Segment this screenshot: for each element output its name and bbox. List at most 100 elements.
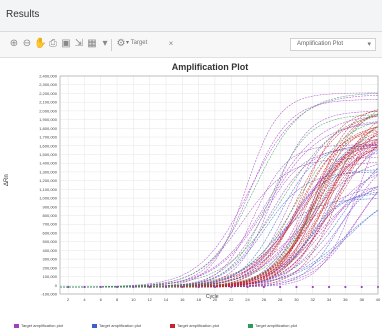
baseline-marker — [230, 285, 233, 289]
target-selector[interactable]: ▾ Target — [126, 40, 148, 46]
amplification-curve — [60, 116, 379, 288]
y-tick-label: 1,400,000 — [39, 161, 58, 166]
save-image-icon[interactable]: ▣ — [61, 38, 71, 49]
amplification-curve — [60, 157, 378, 288]
amplification-curve — [60, 169, 379, 288]
legend-label: Target amplification plot — [177, 323, 220, 328]
baseline-marker — [295, 285, 298, 289]
amplification-curve — [60, 186, 379, 288]
amplification-curve — [60, 145, 379, 288]
baseline-marker — [311, 285, 314, 289]
y-tick-label: 2,300,000 — [39, 82, 58, 87]
legend-item: Target amplification plot — [248, 323, 297, 328]
y-tick-label: 800,000 — [43, 213, 58, 218]
amplification-curve — [60, 149, 379, 288]
grid-settings-icon[interactable]: ▦ — [87, 38, 97, 49]
baseline-marker — [99, 285, 102, 289]
y-tick-label: 400,000 — [43, 248, 58, 253]
plot-grid — [60, 75, 379, 295]
plot-frame — [59, 75, 379, 295]
legend-item: Target amplification plot — [92, 323, 141, 328]
x-tick-label: 26 — [262, 297, 267, 302]
amplification-curve — [60, 114, 379, 288]
y-tick-label: 2,400,000 — [39, 74, 58, 79]
amplification-curve — [59, 115, 379, 288]
y-tick-label: 1,000,000 — [39, 196, 58, 201]
x-tick-label: 4 — [83, 297, 86, 302]
baseline-marker — [67, 285, 70, 289]
baseline-marker — [246, 285, 249, 289]
y-tick-label: 1,200,000 — [39, 178, 58, 183]
baseline-marker — [83, 285, 86, 289]
x-tick-label: 34 — [327, 297, 332, 302]
y-tick-label: 500,000 — [43, 239, 58, 244]
amplification-curve — [60, 170, 379, 288]
baseline-marker — [132, 285, 135, 289]
x-tick-label: 8 — [116, 297, 119, 302]
baseline-marker — [344, 285, 347, 289]
amplification-curve — [60, 121, 379, 288]
amplification-curve — [60, 188, 379, 288]
amplification-curve — [60, 164, 379, 288]
y-tick-label: 200,000 — [43, 265, 58, 270]
amplification-curve — [60, 114, 379, 288]
legend-swatch — [170, 323, 175, 328]
baseline-marker — [279, 285, 282, 289]
legend-item: Target amplification plot — [14, 323, 63, 328]
toolbar-divider — [111, 39, 112, 51]
amplification-plot: 2,400,000 2,300,000 2,200,000 2,100,000 2,00… — [4, 74, 381, 303]
gear-icon[interactable]: ⚙ — [116, 38, 126, 49]
plot-type-select[interactable]: Amplification Plot ▾ — [290, 38, 376, 51]
amplification-curve — [60, 198, 379, 288]
plot-axes: 2,400,000 2,300,000 2,200,000 2,100,000 2,00… — [39, 74, 381, 303]
x-tick-label: 14 — [164, 297, 169, 302]
y-tick-label: 1,600,000 — [39, 143, 58, 148]
amplification-curve — [60, 173, 379, 288]
y-tick-label: 1,700,000 — [39, 135, 58, 140]
baseline-marker — [360, 285, 363, 289]
baseline-marker — [115, 285, 119, 289]
print-icon[interactable]: ⎙ — [49, 38, 57, 49]
x-tick-label: 38 — [359, 297, 364, 302]
amplification-curve — [60, 186, 379, 288]
y-tick-label: 0 — [55, 283, 58, 288]
amplification-curves — [59, 92, 380, 289]
dropdown-chevron-icon[interactable]: ▾ — [102, 38, 108, 49]
zoom-out-icon[interactable]: ⊖ — [22, 38, 32, 49]
amplification-curve — [60, 143, 379, 288]
y-tick-label: 1,800,000 — [39, 126, 58, 131]
x-tick-label: 16 — [180, 297, 185, 302]
close-icon[interactable]: × — [168, 39, 174, 48]
legend-label: Target amplification plot — [21, 323, 64, 328]
x-tick-label: 32 — [311, 297, 316, 302]
chevron-down-icon: ▾ — [367, 41, 371, 48]
x-tick-label: 10 — [131, 297, 136, 302]
amplification-curve — [60, 147, 379, 288]
amplification-curve — [60, 174, 379, 288]
x-axis-label: Cycle — [206, 294, 219, 300]
amplification-curve — [60, 142, 379, 288]
x-tick-label: 28 — [278, 297, 283, 302]
y-tick-label: 1,500,000 — [39, 152, 58, 157]
y-tick-label: -100,000 — [41, 292, 58, 297]
legend-item: Target amplification plot — [170, 323, 219, 328]
legend-label: Target amplification plot — [99, 323, 142, 328]
x-tick-label: 6 — [100, 297, 103, 302]
export-icon[interactable]: ⇲ — [74, 38, 84, 49]
pan-hand-icon[interactable]: ✋ — [34, 38, 47, 49]
baseline-marker — [148, 285, 151, 289]
plot-toolbar: ⊕ ⊖ ✋ ⎙ ▣ ⇲ ▦ ▾ ⚙ ▾ Target × Amplificati… — [0, 32, 382, 58]
baseline-marker — [262, 285, 265, 289]
baseline-marker — [213, 285, 217, 289]
y-tick-label: 1,300,000 — [39, 169, 58, 174]
amplification-curve — [60, 121, 379, 288]
y-tick-label: 2,200,000 — [39, 91, 58, 96]
y-axis-label: ΔRn — [4, 174, 10, 186]
x-tick-label: 40 — [376, 297, 381, 302]
legend-swatch — [14, 323, 19, 328]
zoom-in-icon[interactable]: ⊕ — [9, 38, 19, 49]
x-tick-label: 36 — [343, 297, 348, 302]
amplification-curve — [60, 186, 379, 288]
amplification-curve — [60, 111, 379, 288]
y-tick-label: 100,000 — [43, 274, 58, 279]
